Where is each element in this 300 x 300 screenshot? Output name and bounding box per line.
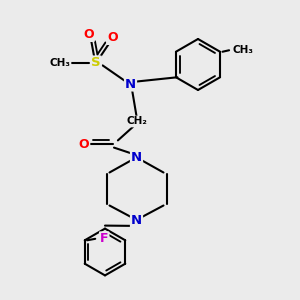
- Text: N: N: [131, 151, 142, 164]
- Text: O: O: [107, 31, 118, 44]
- Text: CH₃: CH₃: [50, 58, 70, 68]
- Text: S: S: [91, 56, 101, 70]
- Text: O: O: [83, 28, 94, 41]
- Text: CH₂: CH₂: [126, 116, 147, 127]
- Text: F: F: [100, 232, 109, 245]
- Text: N: N: [125, 77, 136, 91]
- Text: N: N: [131, 214, 142, 227]
- Text: CH₃: CH₃: [232, 45, 253, 55]
- Text: O: O: [79, 137, 89, 151]
